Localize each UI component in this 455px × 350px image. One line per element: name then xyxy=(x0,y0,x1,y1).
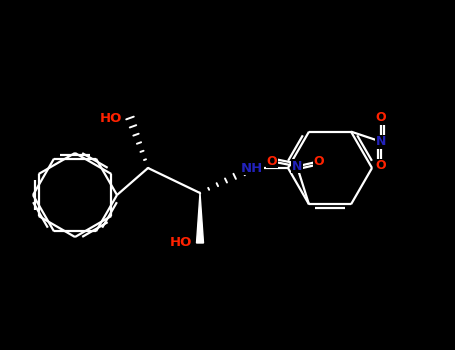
Text: N: N xyxy=(376,135,386,148)
Text: HO: HO xyxy=(100,112,122,125)
Polygon shape xyxy=(197,193,203,243)
Text: O: O xyxy=(267,155,277,168)
Text: HO: HO xyxy=(170,237,192,250)
Text: O: O xyxy=(376,159,386,172)
Text: NH: NH xyxy=(241,161,263,175)
Text: N: N xyxy=(292,160,302,173)
Text: O: O xyxy=(376,111,386,124)
Text: O: O xyxy=(313,155,324,168)
